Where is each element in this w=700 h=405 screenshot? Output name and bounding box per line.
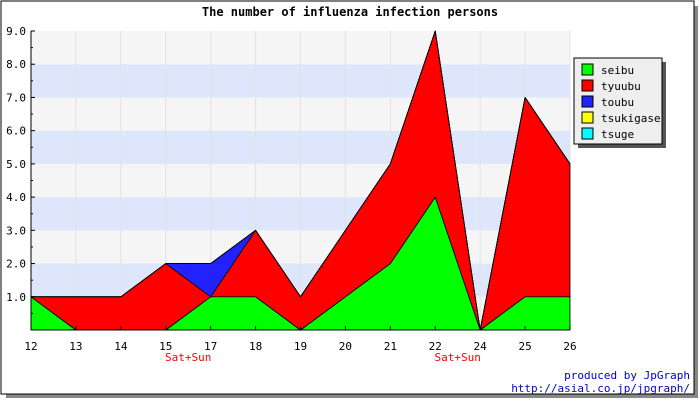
y-tick-label: 3.0: [6, 224, 26, 237]
credits-line1: produced by JpGraph: [564, 369, 690, 382]
legend-label-toubu: toubu: [601, 96, 634, 109]
x-tick-label: 26: [563, 340, 576, 353]
x-tick-label: 15: [159, 340, 172, 353]
legend-swatch-tsuge: [581, 127, 594, 140]
y-tick-label: 8.0: [6, 58, 26, 71]
legend-label-tsukigase: tsukigase: [601, 112, 661, 125]
area-tsuge: [30, 30, 571, 331]
legend-swatch-toubu: [581, 95, 594, 108]
weekend-labels: Sat+Sun Sat+Sun: [165, 351, 481, 364]
x-tick-label: 12: [24, 340, 37, 353]
legend-items: seibu tyuubu toubu tsukigase tsuge: [581, 63, 661, 141]
legend-swatch-tyuubu: [581, 79, 594, 92]
x-tick-label: 22: [429, 340, 442, 353]
credits-line2: http://asial.co.jp/jpgraph/: [511, 382, 690, 395]
legend-swatch-seibu: [581, 63, 594, 76]
weekend-label: Sat+Sun: [165, 351, 211, 364]
x-tick-label: 17: [204, 340, 217, 353]
x-tick-label: 20: [339, 340, 352, 353]
y-tick-label: 2.0: [6, 258, 26, 271]
legend-label-tyuubu: tyuubu: [601, 80, 641, 93]
x-tick-label: 25: [518, 340, 531, 353]
y-tick-label: 4.0: [6, 191, 26, 204]
y-tick-label: 9.0: [6, 25, 26, 38]
y-tick-label: 7.0: [6, 91, 26, 104]
legend-label-seibu: seibu: [601, 64, 634, 77]
legend: seibu tyuubu toubu tsukigase tsuge: [573, 57, 666, 148]
legend-label-tsuge: tsuge: [601, 128, 634, 141]
axes: [30, 30, 571, 331]
legend-swatch-tsukigase: [581, 111, 594, 124]
x-tick-labels: 12 13 14 15 17 18 19 20 21 22 24 25 26: [24, 340, 576, 353]
x-tick-label: 24: [474, 340, 488, 353]
chart-title: The number of influenza infection person…: [202, 5, 498, 19]
y-tick-label: 1.0: [6, 291, 26, 304]
x-tick-label: 14: [114, 340, 128, 353]
x-tick-label: 13: [69, 340, 82, 353]
x-tick-label: 19: [294, 340, 307, 353]
x-tick-label: 18: [249, 340, 262, 353]
x-tick-label: 21: [384, 340, 397, 353]
y-tick-label: 6.0: [6, 125, 26, 138]
y-tick-label: 5.0: [6, 158, 26, 171]
y-tick-labels: 1.0 2.0 3.0 4.0 5.0 6.0 7.0 8.0 9.0: [6, 25, 26, 304]
series-areas: [30, 30, 571, 331]
weekend-label: Sat+Sun: [435, 351, 481, 364]
